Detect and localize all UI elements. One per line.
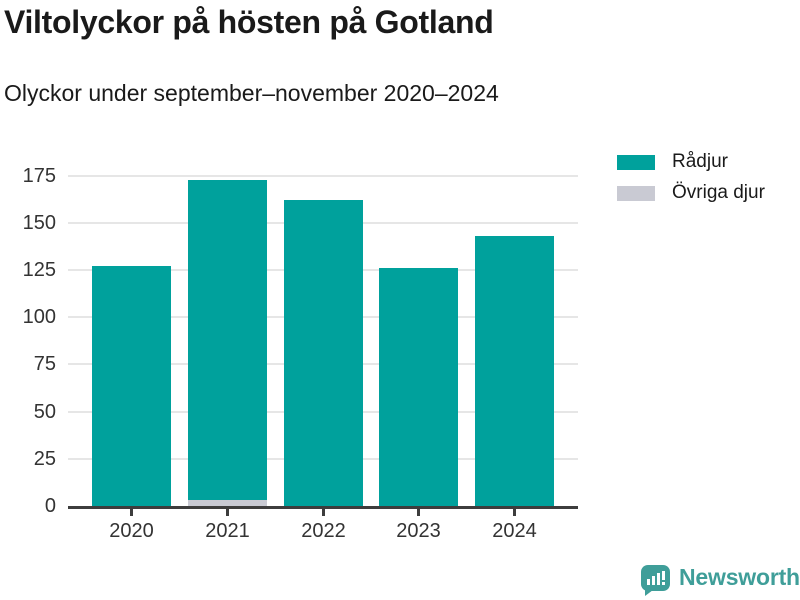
bar-segment-ovriga-djur (187, 500, 267, 506)
newsworthy-logo-icon (641, 564, 670, 596)
x-axis-line (68, 506, 578, 509)
y-tick-label: 50 (33, 400, 56, 423)
legend-swatch-ovriga-djur (617, 185, 655, 201)
y-tick-label: 0 (44, 495, 56, 517)
x-tick-label: 2023 (396, 520, 441, 542)
bar-2023 (379, 155, 459, 506)
bar-segment-radjur (475, 236, 554, 506)
logo-bar-icon (652, 575, 655, 585)
bar-segment-radjur (379, 268, 459, 506)
bar-2021 (187, 155, 267, 506)
logo-bar-icon (647, 578, 650, 585)
bars-group (92, 155, 554, 506)
x-tick-mark (322, 509, 325, 516)
bar-segment-radjur (187, 179, 267, 501)
bar-2020 (92, 155, 171, 506)
logo-bar-icon (657, 572, 660, 585)
gridline (68, 174, 578, 177)
plot-area: 2020 2021 2022 2023 2024 (68, 155, 578, 542)
x-tick-mark (417, 509, 420, 516)
x-tick-label: 2021 (205, 520, 250, 542)
y-tick-label: 175 (22, 164, 56, 187)
x-tick-mark (513, 509, 516, 516)
legend-item-ovriga-djur: Övriga djur (617, 182, 765, 204)
x-tick-label: 2022 (301, 520, 346, 542)
logo-exclamation-dot-icon (662, 581, 665, 585)
legend-label-radjur: Rådjur (672, 151, 728, 172)
legend-label-ovriga-djur: Övriga djur (672, 182, 765, 203)
bar-2024 (475, 155, 554, 506)
brand-footer: Newsworthy (641, 564, 800, 596)
y-tick-label: 150 (22, 211, 56, 234)
chart-title: Viltolyckor på hösten på Gotland (4, 4, 494, 40)
bar-segment-radjur (92, 266, 171, 506)
y-tick-label: 25 (33, 447, 56, 470)
bar-segment-radjur (283, 200, 363, 506)
y-tick-label: 125 (22, 259, 56, 282)
y-axis-labels: 0 25 50 75 100 125 150 175 (0, 155, 56, 516)
y-tick-label: 75 (33, 353, 56, 376)
x-tick-mark (226, 509, 229, 516)
x-tick-mark (130, 509, 133, 516)
legend: Rådjur Övriga djur (617, 151, 765, 213)
logo-exclamation-icon (662, 570, 665, 580)
x-tick-label: 2020 (109, 520, 154, 542)
bar-2022 (283, 155, 363, 506)
y-tick-label: 100 (22, 306, 56, 329)
x-tick-label: 2024 (492, 520, 537, 542)
legend-swatch-radjur (617, 154, 655, 170)
legend-item-radjur: Rådjur (617, 151, 765, 173)
chart-subtitle: Olyckor under september–november 2020–20… (4, 80, 499, 106)
brand-name: Newsworthy (679, 564, 800, 590)
